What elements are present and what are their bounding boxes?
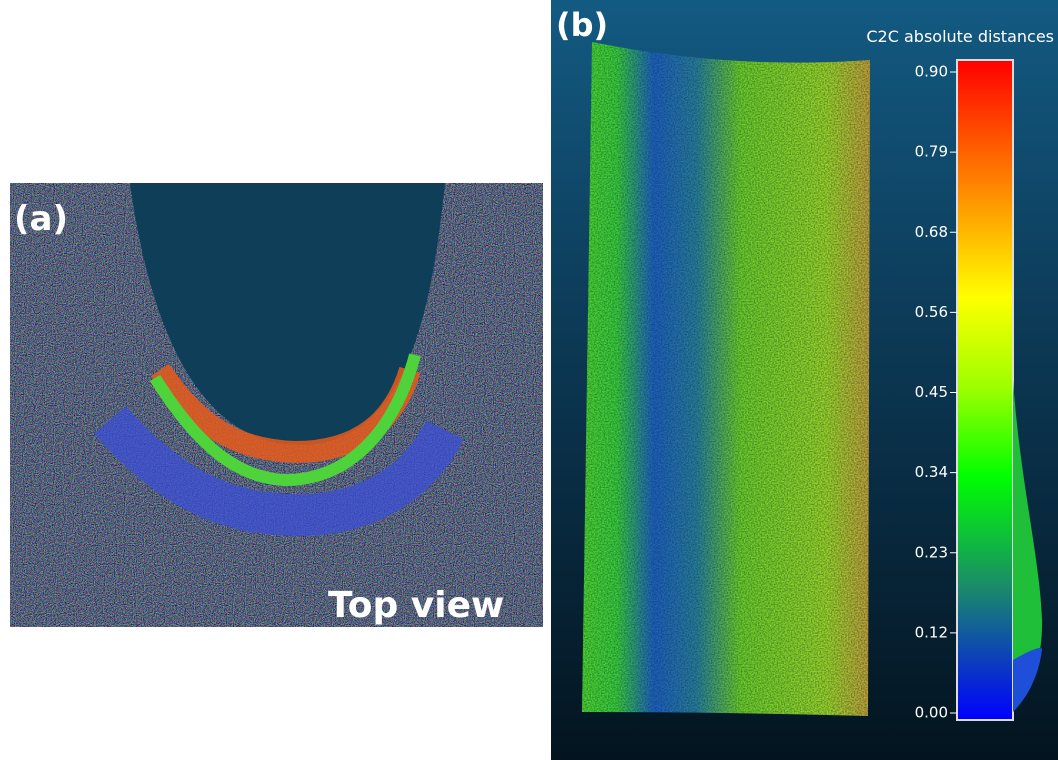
blue-band (94, 406, 464, 537)
colorbar-title: C2C absolute distances (866, 27, 1054, 46)
tick-label: 0.23 (915, 543, 948, 561)
hole (130, 183, 445, 445)
histogram-low (1013, 648, 1043, 712)
tick-label: 0.12 (915, 623, 948, 641)
point-texture (582, 42, 870, 716)
colorbar (956, 59, 1014, 721)
tick-label: 0.34 (915, 463, 948, 481)
caption: Top view (328, 585, 504, 626)
tick-label: 0.45 (915, 383, 948, 401)
tick-label: 0.90 (915, 63, 948, 81)
panel-a: (a) Top view (10, 183, 543, 627)
panel-b: (b) C2C absolute distances 0.90 0.79 0.68 0… (551, 0, 1058, 760)
panel-label: (b) (556, 6, 608, 44)
panel-label: (a) (14, 199, 68, 239)
tick-label: 0.68 (915, 223, 948, 241)
green-band (149, 353, 421, 487)
tick-label: 0.56 (915, 303, 948, 321)
histogram (1013, 380, 1043, 712)
tick-label: 0.00 (915, 704, 948, 722)
tick-label: 0.79 (915, 143, 948, 161)
